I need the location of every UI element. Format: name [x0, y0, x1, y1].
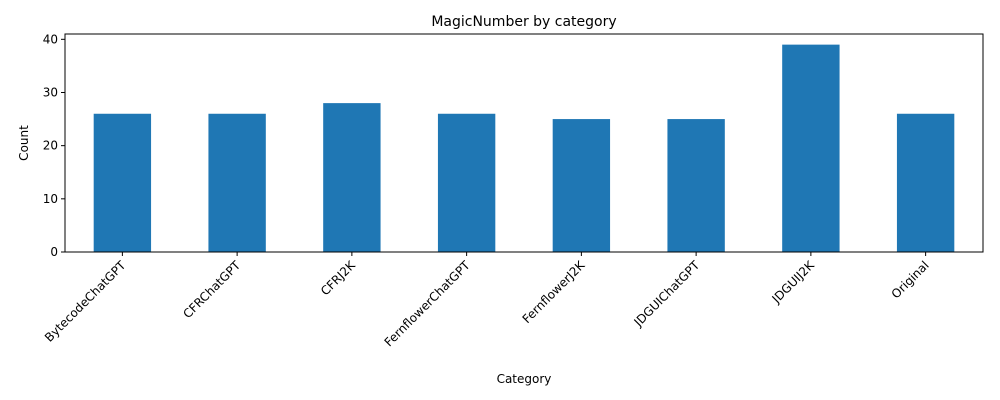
x-axis-label: Category: [497, 372, 552, 386]
x-tick-label: JDGUIJ2K: [769, 257, 818, 306]
x-tick-label: FernflowerJ2K: [520, 257, 589, 326]
chart-title: MagicNumber by category: [431, 14, 616, 30]
y-axis-label: Count: [17, 125, 31, 161]
x-tick-label: BytecodeChatGPT: [42, 258, 129, 345]
y-tick-label: 20: [43, 139, 58, 153]
bar-CFRJ2K: [323, 103, 381, 252]
bar-CFRChatGPT: [208, 113, 266, 252]
bars-group: [93, 44, 955, 252]
x-tick-label: FernflowerChatGPT: [382, 258, 474, 350]
y-tick-label: 30: [43, 85, 58, 99]
bar-JDGUIJ2K: [782, 44, 840, 252]
plot-frame: [64, 33, 984, 253]
y-axis: 0 10 20 30 40: [43, 32, 65, 259]
bar-Original: [896, 113, 955, 252]
y-tick-label: 10: [43, 192, 58, 206]
y-tick-label: 0: [50, 245, 58, 259]
bar-FernflowerJ2K: [552, 119, 611, 252]
x-tick-label: CFRJ2K: [318, 257, 359, 298]
bar-JDGUIChatGPT: [667, 119, 725, 252]
x-tick-label: CFRChatGPT: [180, 258, 243, 321]
x-axis: BytecodeChatGPT CFRChatGPT CFRJ2K Fernflowe…: [42, 252, 932, 349]
x-tick-label: JDGUIChatGPT: [631, 258, 703, 330]
x-tick-label: Original: [889, 258, 932, 301]
y-tick-label: 40: [43, 32, 58, 46]
bar-BytecodeChatGPT: [93, 113, 152, 252]
bar-FernflowerChatGPT: [437, 113, 496, 252]
